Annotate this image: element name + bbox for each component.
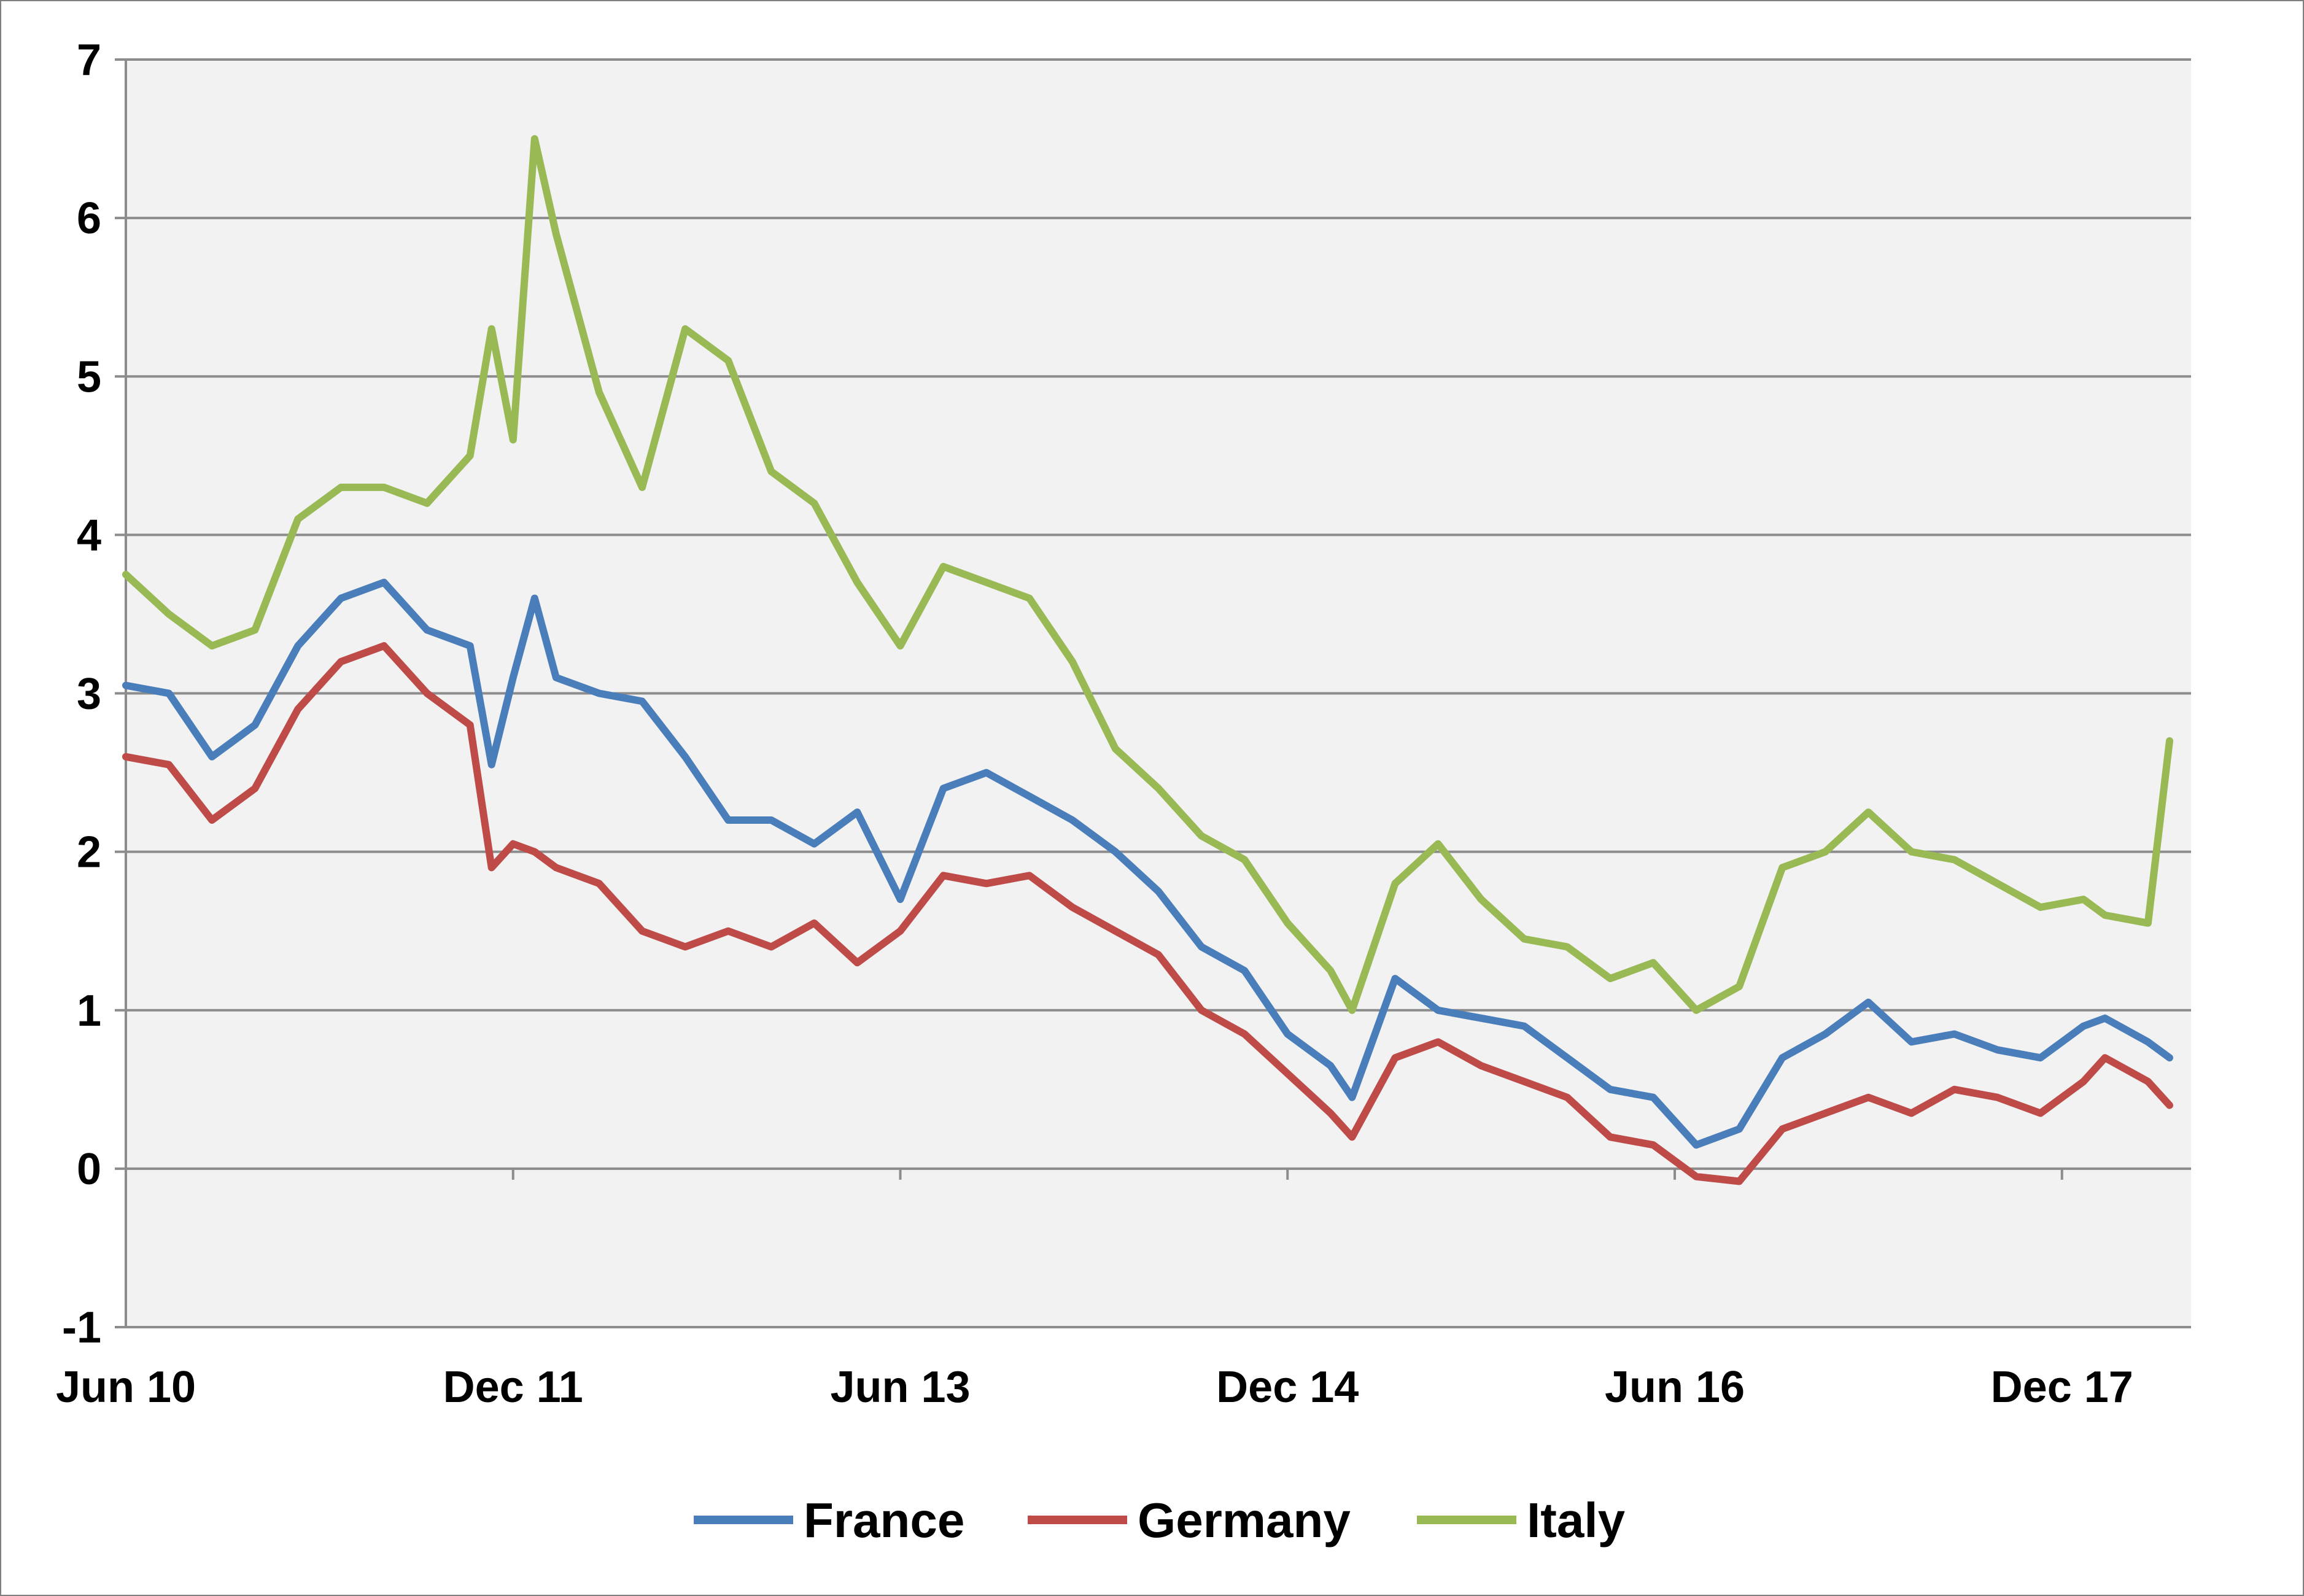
series-line-italy [122, 135, 2173, 1014]
y-tick-label: -1 [62, 1303, 101, 1352]
x-axis-tick-labels: Jun 10 Dec 11 Jun 13 Dec 14 Jun 16 Dec 17 [56, 1363, 2133, 1412]
x-tick-label: Dec 11 [443, 1363, 583, 1412]
y-tick-label: 5 [77, 352, 101, 401]
y-tick-label: 3 [77, 670, 101, 719]
y-tick-label: 1 [77, 986, 101, 1036]
x-tick-label: Dec 17 [1991, 1363, 2133, 1412]
series-lines [122, 135, 2173, 1185]
y-tick-label: 2 [77, 828, 101, 877]
x-tick-label: Jun 16 [1605, 1363, 1745, 1412]
series-line-france [122, 578, 2173, 1149]
x-tick-label: Jun 10 [56, 1363, 196, 1412]
legend: France Germany Italy [694, 1493, 1626, 1548]
y-tick-label: 6 [77, 194, 101, 243]
legend-label-france: France [804, 1493, 964, 1548]
y-axis-tick-labels: -1 0 1 2 3 4 5 6 7 [62, 36, 101, 1352]
y-tick-label: 7 [77, 36, 101, 85]
axes [115, 58, 2191, 1328]
legend-label-germany: Germany [1138, 1493, 1351, 1548]
y-tick-label: 4 [77, 511, 101, 560]
series-line-germany [122, 642, 2173, 1185]
legend-label-italy: Italy [1527, 1493, 1626, 1548]
x-tick-label: Dec 14 [1216, 1363, 1359, 1412]
y-tick-label: 0 [77, 1145, 101, 1194]
gridlines [126, 58, 2191, 1012]
x-tick-label: Jun 13 [830, 1363, 970, 1412]
